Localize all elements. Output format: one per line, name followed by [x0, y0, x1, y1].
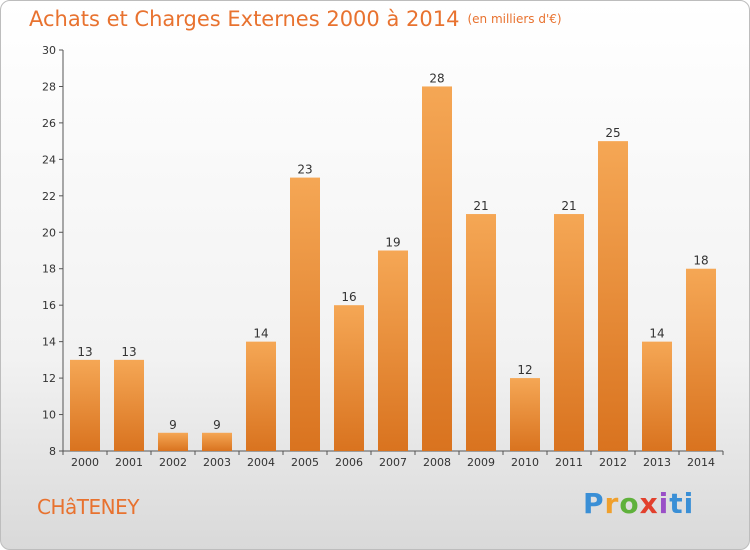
x-tick-label: 2007 — [379, 456, 407, 469]
logo-letter: x — [639, 487, 659, 520]
x-tick-label: 2008 — [423, 456, 451, 469]
bar-value-label: 16 — [341, 290, 356, 304]
bar-2008 — [422, 86, 452, 452]
y-tick-label: 12 — [42, 372, 56, 385]
bar-2013 — [642, 341, 672, 451]
y-tick-label: 26 — [42, 117, 56, 130]
x-tick-label: 2000 — [71, 456, 99, 469]
bar-value-label: 19 — [385, 236, 400, 250]
y-tick-label: 22 — [42, 190, 56, 203]
chart-title-text: Achats et Charges Externes 2000 à 2014 — [29, 7, 460, 31]
y-tick-label: 28 — [42, 80, 56, 93]
bar-value-label: 9 — [169, 418, 177, 432]
bar-2012 — [598, 141, 628, 452]
x-axis: 2000 2001 2002 2003 2004 2005 2006 2007 2008 2009… — [62, 450, 724, 469]
bar-value-label: 13 — [77, 345, 92, 359]
bars: 13 13 9 9 14 23 16 19 28 21 12 21 25 14 18 — [70, 71, 716, 452]
x-tick-label: 2014 — [687, 456, 715, 469]
bar-2014 — [686, 268, 716, 451]
bar-2003 — [202, 432, 232, 451]
x-tick-label: 2001 — [115, 456, 143, 469]
logo-letter: i — [683, 487, 695, 520]
location-label: CHâTENEY — [37, 495, 139, 519]
y-tick-label: 30 — [42, 44, 56, 57]
bar-2009 — [466, 214, 496, 451]
bar-value-label: 12 — [517, 363, 532, 377]
bar-2006 — [334, 305, 364, 451]
bar-value-label: 14 — [253, 327, 268, 341]
x-tick-label: 2011 — [555, 456, 583, 469]
proxiti-logo: Proxiti — [583, 487, 694, 520]
y-tick-label: 10 — [42, 409, 56, 422]
bar-value-label: 14 — [649, 327, 664, 341]
y-tick-label: 24 — [42, 153, 56, 166]
bar-value-label: 13 — [121, 345, 136, 359]
x-tick-label: 2003 — [203, 456, 231, 469]
bar-2005 — [290, 177, 320, 451]
bar-value-label: 25 — [605, 126, 620, 140]
logo-letter: P — [583, 487, 605, 520]
bar-value-label: 21 — [473, 199, 488, 213]
chart-subtitle: (en milliers d'€) — [467, 12, 562, 26]
y-tick-label: 8 — [49, 445, 56, 458]
bar-value-label: 9 — [213, 418, 221, 432]
x-tick-label: 2002 — [159, 456, 187, 469]
bar-2001 — [114, 359, 144, 451]
x-tick-label: 2005 — [291, 456, 319, 469]
bar-2011 — [554, 214, 584, 451]
bar-value-label: 18 — [693, 254, 708, 268]
logo-letter: o — [619, 487, 640, 520]
x-tick-label: 2009 — [467, 456, 495, 469]
x-tick-label: 2004 — [247, 456, 275, 469]
y-tick-label: 18 — [42, 263, 56, 276]
chart-title: Achats et Charges Externes 2000 à 2014 (e… — [29, 7, 562, 31]
y-tick-label: 20 — [42, 226, 56, 239]
bar-2007 — [378, 250, 408, 451]
y-axis: 8 10 12 14 16 18 20 22 24 26 28 30 — [42, 44, 64, 458]
x-tick-label: 2013 — [643, 456, 671, 469]
x-tick-label: 2010 — [511, 456, 539, 469]
y-tick-label: 16 — [42, 299, 56, 312]
bar-2002 — [158, 432, 188, 451]
bar-value-label: 21 — [561, 199, 576, 213]
logo-letter: t — [669, 487, 684, 520]
x-tick-label: 2012 — [599, 456, 627, 469]
bar-value-label: 23 — [297, 163, 312, 177]
bar-2000 — [70, 359, 100, 451]
bar-2010 — [510, 378, 540, 451]
x-tick-label: 2006 — [335, 456, 363, 469]
y-tick-label: 14 — [42, 336, 56, 349]
logo-letter: i — [658, 487, 670, 520]
bar-value-label: 28 — [429, 71, 444, 85]
logo-letter: r — [604, 487, 620, 520]
bar-2004 — [246, 341, 276, 451]
